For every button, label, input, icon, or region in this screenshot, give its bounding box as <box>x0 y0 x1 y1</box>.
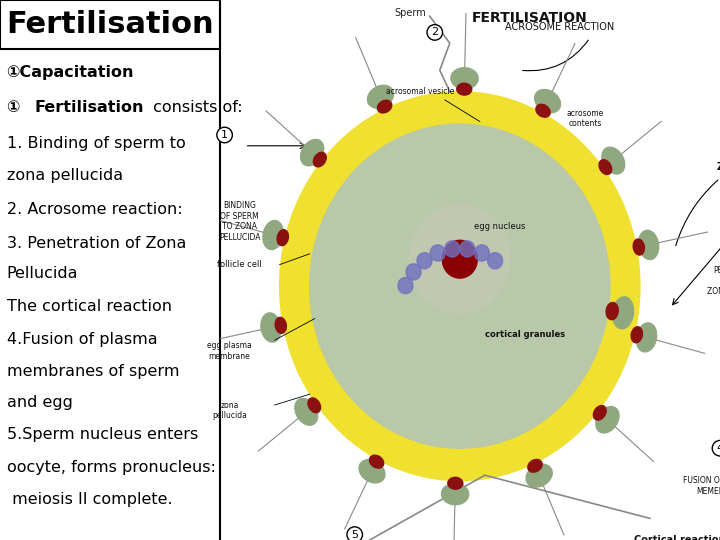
Ellipse shape <box>377 100 392 113</box>
Ellipse shape <box>536 104 550 117</box>
Text: 5: 5 <box>351 530 359 539</box>
Ellipse shape <box>308 398 320 413</box>
Text: zona pellucida: zona pellucida <box>6 168 122 183</box>
Ellipse shape <box>359 460 385 483</box>
Text: ①Capacitation: ①Capacitation <box>6 65 134 80</box>
Text: 2: 2 <box>431 28 438 37</box>
Text: Fertilisation: Fertilisation <box>34 100 143 116</box>
Ellipse shape <box>599 160 611 174</box>
Text: follicle cell: follicle cell <box>217 260 262 269</box>
Ellipse shape <box>369 455 384 468</box>
Circle shape <box>474 245 490 261</box>
Text: PENETRATION
THROUGH
ZONA FELLUCIDA: PENETRATION THROUGH ZONA FELLUCIDA <box>707 266 720 296</box>
Text: cortical granules: cortical granules <box>485 330 565 339</box>
Ellipse shape <box>313 152 326 167</box>
Ellipse shape <box>631 327 642 343</box>
Text: meiosis II complete.: meiosis II complete. <box>6 492 172 507</box>
Text: and egg: and egg <box>6 395 73 410</box>
Text: membranes of sperm: membranes of sperm <box>6 364 179 379</box>
Circle shape <box>310 124 610 448</box>
Circle shape <box>430 245 445 261</box>
Ellipse shape <box>275 318 287 333</box>
Ellipse shape <box>300 139 324 166</box>
Text: FUSION OF PLASMA
MEMERANES: FUSION OF PLASMA MEMERANES <box>683 476 720 496</box>
Ellipse shape <box>263 220 284 249</box>
Text: ①: ① <box>6 100 20 116</box>
Circle shape <box>442 240 477 278</box>
Ellipse shape <box>602 147 625 174</box>
Text: egg plasma
membrane: egg plasma membrane <box>207 341 252 361</box>
Ellipse shape <box>456 83 472 95</box>
Ellipse shape <box>636 323 657 352</box>
Text: ACROSOME REACTION: ACROSOME REACTION <box>505 22 614 32</box>
Circle shape <box>398 278 413 294</box>
Circle shape <box>406 264 421 280</box>
Text: BINDING
OF SPERM
TO ZONA
PELLUCIDA: BINDING OF SPERM TO ZONA PELLUCIDA <box>219 201 261 241</box>
Text: 4: 4 <box>716 443 720 453</box>
Text: oocyte, forms pronucleus:: oocyte, forms pronucleus: <box>6 460 215 475</box>
Circle shape <box>417 253 432 269</box>
Text: acrosomal vesicle: acrosomal vesicle <box>386 87 454 96</box>
Text: 1: 1 <box>221 130 228 140</box>
Circle shape <box>487 253 503 269</box>
Ellipse shape <box>294 399 318 426</box>
Ellipse shape <box>595 407 619 433</box>
Text: 2. Acrosome reaction:: 2. Acrosome reaction: <box>6 202 182 217</box>
Text: The cortical reaction: The cortical reaction <box>6 299 171 314</box>
Text: egg nucleus: egg nucleus <box>474 222 526 231</box>
Text: acrosome
contents: acrosome contents <box>566 109 603 129</box>
Ellipse shape <box>606 302 618 320</box>
Ellipse shape <box>633 239 644 255</box>
Ellipse shape <box>534 90 561 113</box>
Text: 1. Binding of sperm to: 1. Binding of sperm to <box>6 136 185 151</box>
Text: 3. Penetration of Zona: 3. Penetration of Zona <box>6 235 186 251</box>
Ellipse shape <box>261 313 282 342</box>
Ellipse shape <box>593 406 606 420</box>
Text: Sperm: Sperm <box>394 8 426 18</box>
Circle shape <box>460 241 474 257</box>
Text: Fertilisation: Fertilisation <box>6 10 214 39</box>
Circle shape <box>410 205 510 313</box>
Text: consists of:: consists of: <box>148 100 243 116</box>
Text: FERTILISATION: FERTILISATION <box>472 11 588 25</box>
Circle shape <box>445 241 460 257</box>
FancyBboxPatch shape <box>0 0 220 49</box>
Ellipse shape <box>448 477 463 489</box>
Text: Zona reaction: Zona reaction <box>717 163 720 172</box>
Ellipse shape <box>277 230 289 246</box>
Text: Pellucida: Pellucida <box>6 266 78 281</box>
Ellipse shape <box>613 296 634 329</box>
Ellipse shape <box>526 464 552 487</box>
Ellipse shape <box>441 483 469 505</box>
Text: Cortical reaction: Cortical reaction <box>634 535 720 540</box>
Ellipse shape <box>528 460 542 472</box>
Ellipse shape <box>639 230 659 260</box>
Text: 5.Sperm nucleus enters: 5.Sperm nucleus enters <box>6 427 198 442</box>
Ellipse shape <box>451 68 478 89</box>
Text: zona
pellucida: zona pellucida <box>212 401 247 420</box>
Circle shape <box>279 92 640 481</box>
Ellipse shape <box>367 85 394 109</box>
Text: 4.Fusion of plasma: 4.Fusion of plasma <box>6 332 157 347</box>
